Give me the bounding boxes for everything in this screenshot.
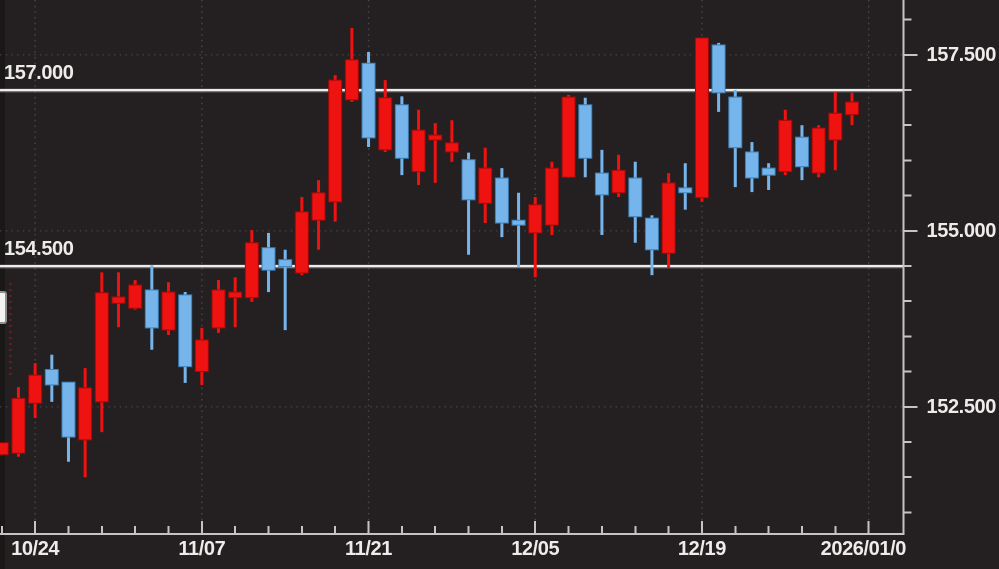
candle (261, 232, 276, 293)
candle (544, 161, 559, 236)
candle (361, 51, 376, 148)
left-edge-shade (0, 0, 5, 569)
candle (0, 442, 9, 456)
candle (561, 94, 576, 178)
candle (511, 192, 526, 267)
candle (578, 97, 593, 178)
candle (594, 149, 609, 236)
candle (128, 280, 143, 310)
candle (844, 92, 859, 126)
candle (28, 363, 43, 419)
candle (344, 28, 359, 102)
candle (611, 154, 626, 198)
candle (294, 197, 309, 276)
candle (244, 230, 259, 302)
candle (278, 249, 293, 331)
candle (311, 180, 326, 250)
candle (78, 368, 93, 478)
upper-price-line-label: 157.000 (4, 62, 74, 84)
candle (528, 197, 543, 278)
candle (178, 292, 193, 383)
candle (811, 125, 826, 178)
candle (728, 90, 743, 188)
candle (428, 123, 443, 183)
candle (228, 277, 243, 328)
candle (761, 163, 776, 190)
candles (0, 28, 859, 478)
candle (444, 120, 459, 162)
lower-price-line-label: 154.500 (4, 238, 74, 260)
candle (478, 147, 493, 224)
candle (161, 282, 176, 335)
candle (711, 42, 726, 112)
price-axis-flag (0, 291, 7, 324)
x-axis (0, 521, 904, 535)
candle (778, 109, 793, 176)
candle (461, 152, 476, 255)
candle (628, 161, 643, 243)
candle (694, 37, 709, 202)
candle (661, 173, 676, 269)
candle (744, 142, 759, 193)
candle (61, 381, 76, 462)
candle (94, 272, 109, 433)
candle (678, 163, 693, 210)
candle (328, 75, 343, 222)
candle (211, 280, 226, 333)
gridlines (0, 0, 904, 534)
candle (828, 92, 843, 171)
candle (794, 125, 809, 181)
candle (494, 168, 509, 238)
candle (394, 96, 409, 176)
candle (111, 272, 126, 328)
candle (44, 354, 59, 402)
candle (644, 215, 659, 276)
candle (411, 109, 426, 186)
candle (194, 327, 209, 385)
y-axis (902, 0, 918, 535)
candle (144, 265, 159, 350)
candle (11, 387, 26, 457)
candle (378, 80, 393, 152)
